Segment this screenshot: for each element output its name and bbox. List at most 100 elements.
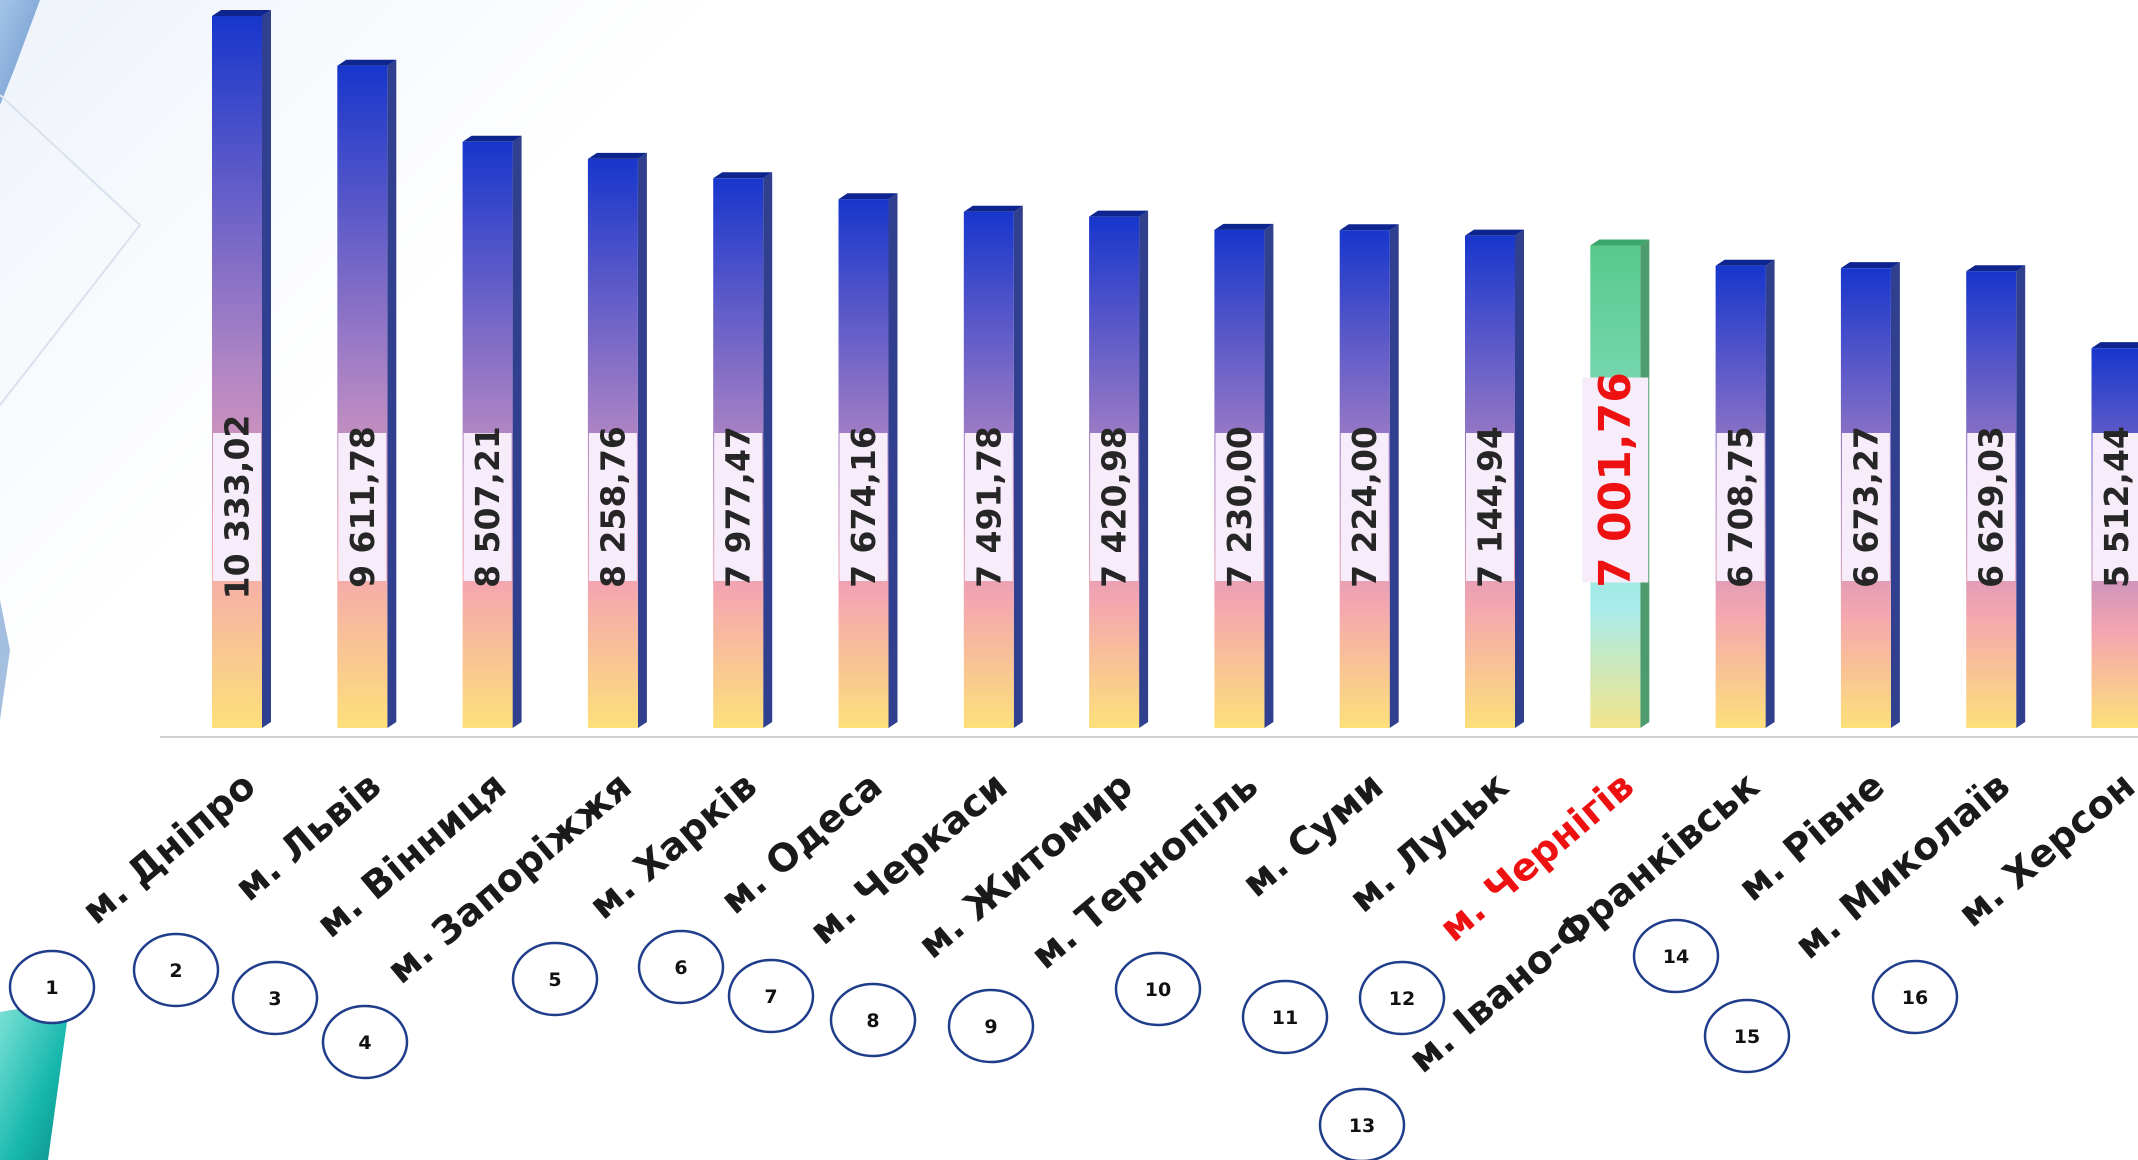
value-label: 6 629,03 (1972, 426, 2011, 588)
bar-top-face (1339, 224, 1399, 231)
bar-top-face (1465, 229, 1524, 236)
rank-bubble-circle (637, 929, 725, 1005)
value-label: 7 491,78 (969, 426, 1008, 588)
value-label-box (463, 433, 512, 581)
value-label: 9 611,78 (343, 426, 382, 588)
bar-side-face (2016, 265, 2026, 728)
value-label: 7 674,16 (844, 426, 883, 588)
bar-side-face (1264, 223, 1274, 728)
value-label: 8 507,21 (468, 426, 507, 588)
value-label-box (2092, 433, 2138, 581)
bar-front-face (212, 16, 262, 728)
value-label: 7 001,76 (1590, 372, 1641, 588)
value-label-box (839, 433, 888, 581)
rank-bubble-number: 16 (1902, 987, 1928, 1009)
value-label-box (1967, 433, 2016, 581)
rank-bubble-circle (1871, 959, 1959, 1035)
bar-top-face (212, 10, 271, 16)
rank-bubble-circle (1114, 951, 1202, 1027)
category-label-миколаїв: м. Миколаїв (1786, 763, 2018, 967)
bar-front-face (337, 65, 388, 729)
bar-top-face (963, 205, 1023, 212)
rank-bubble-circle (1318, 1087, 1406, 1160)
rank-bubble-1: 1 (8, 949, 96, 1025)
value-label: 7 977,47 (719, 426, 758, 588)
value-label-box (1582, 377, 1649, 583)
teal-corner-shape (0, 1000, 70, 1160)
rank-bubble-circle (727, 958, 815, 1034)
category-label-дніпро: м. Дніпро (74, 763, 264, 933)
rank-bubble-number: 4 (358, 1032, 371, 1054)
value-label: 7 144,94 (1471, 426, 1510, 588)
rank-bubble-7: 7 (727, 958, 815, 1034)
value-label: 7 224,00 (1345, 426, 1384, 588)
rank-bubble-circle (321, 1004, 409, 1080)
blue-corner-shape (0, 0, 40, 105)
category-label-тернопіль: м. Тернопіль (1023, 763, 1267, 977)
bar-top-face (462, 135, 522, 142)
value-label: 6 708,75 (1721, 426, 1760, 588)
bar-top-face (838, 193, 898, 200)
rank-bubble-circle (1358, 960, 1446, 1036)
bar-group: 10 333,02 9 611,78 8 507,21 8 258,76 7 977,4… (212, 10, 2138, 729)
faint-line-shape (0, 94, 142, 406)
rank-bubble-15: 15 (1703, 998, 1791, 1074)
bar-side-face (387, 59, 397, 729)
blue-edge-shape (0, 600, 10, 720)
rank-bubble-13: 13 (1318, 1087, 1406, 1160)
rank-bubble-number: 10 (1145, 979, 1171, 1001)
bar-дніпро (212, 10, 271, 728)
value-label: 8 258,76 (593, 426, 632, 588)
value-label-box (1841, 433, 1890, 581)
rank-bubble-3: 3 (231, 960, 319, 1036)
bar-top-face (1966, 265, 2026, 272)
rank-bubble-circle (829, 982, 917, 1058)
rank-bubble-11: 11 (1241, 979, 1329, 1055)
rank-bubble-10: 10 (1114, 951, 1202, 1027)
rank-bubble-16: 16 (1871, 959, 1959, 1035)
value-label-box (1090, 433, 1139, 581)
value-label-box (1716, 433, 1765, 581)
rank-bubble-circle (8, 949, 96, 1025)
bar-top-face (1715, 259, 1775, 266)
value-label-box (213, 433, 261, 581)
bar-side-face (1389, 224, 1399, 728)
rank-bubble-circle (1703, 998, 1791, 1074)
value-label: 5 512,44 (2097, 426, 2136, 588)
bar-side-face (888, 193, 898, 728)
bar-львів (337, 59, 397, 729)
bar-side-face (637, 152, 647, 728)
category-label-житомир: м. Житомир (910, 763, 1141, 967)
rank-bubble-6: 6 (637, 929, 725, 1005)
bar-side-face (1890, 262, 1900, 728)
value-label: 6 673,27 (1846, 426, 1885, 588)
bar-side-face (1515, 229, 1524, 728)
value-label-box (964, 433, 1013, 581)
value-label: 7 230,00 (1220, 426, 1259, 588)
rank-bubble-circle (231, 960, 319, 1036)
rank-bubble-number: 7 (764, 986, 777, 1008)
rank-bubble-12: 12 (1358, 960, 1446, 1036)
bar-side-face (763, 172, 773, 728)
bar-side-face (1765, 259, 1775, 728)
rank-bubble-number: 12 (1389, 988, 1415, 1010)
rank-bubble-circle (1241, 979, 1329, 1055)
rank-bubble-circle (132, 932, 220, 1008)
value-label: 7 420,98 (1095, 426, 1134, 588)
bar-top-face (337, 59, 397, 66)
rank-bubble-number: 11 (1272, 1007, 1298, 1029)
rank-bubble-number: 2 (169, 960, 182, 982)
value-label-box (1466, 433, 1514, 581)
bar-side-face (1139, 210, 1149, 728)
rank-bubble-2: 2 (132, 932, 220, 1008)
bar-top-face (1214, 223, 1274, 230)
value-label: 10 333,02 (218, 415, 257, 600)
bar-top-face (1089, 210, 1149, 217)
bar-top-face (713, 172, 773, 179)
rank-bubble-number: 8 (866, 1010, 879, 1032)
bar-top-face (587, 152, 647, 159)
value-label-box (338, 433, 387, 581)
